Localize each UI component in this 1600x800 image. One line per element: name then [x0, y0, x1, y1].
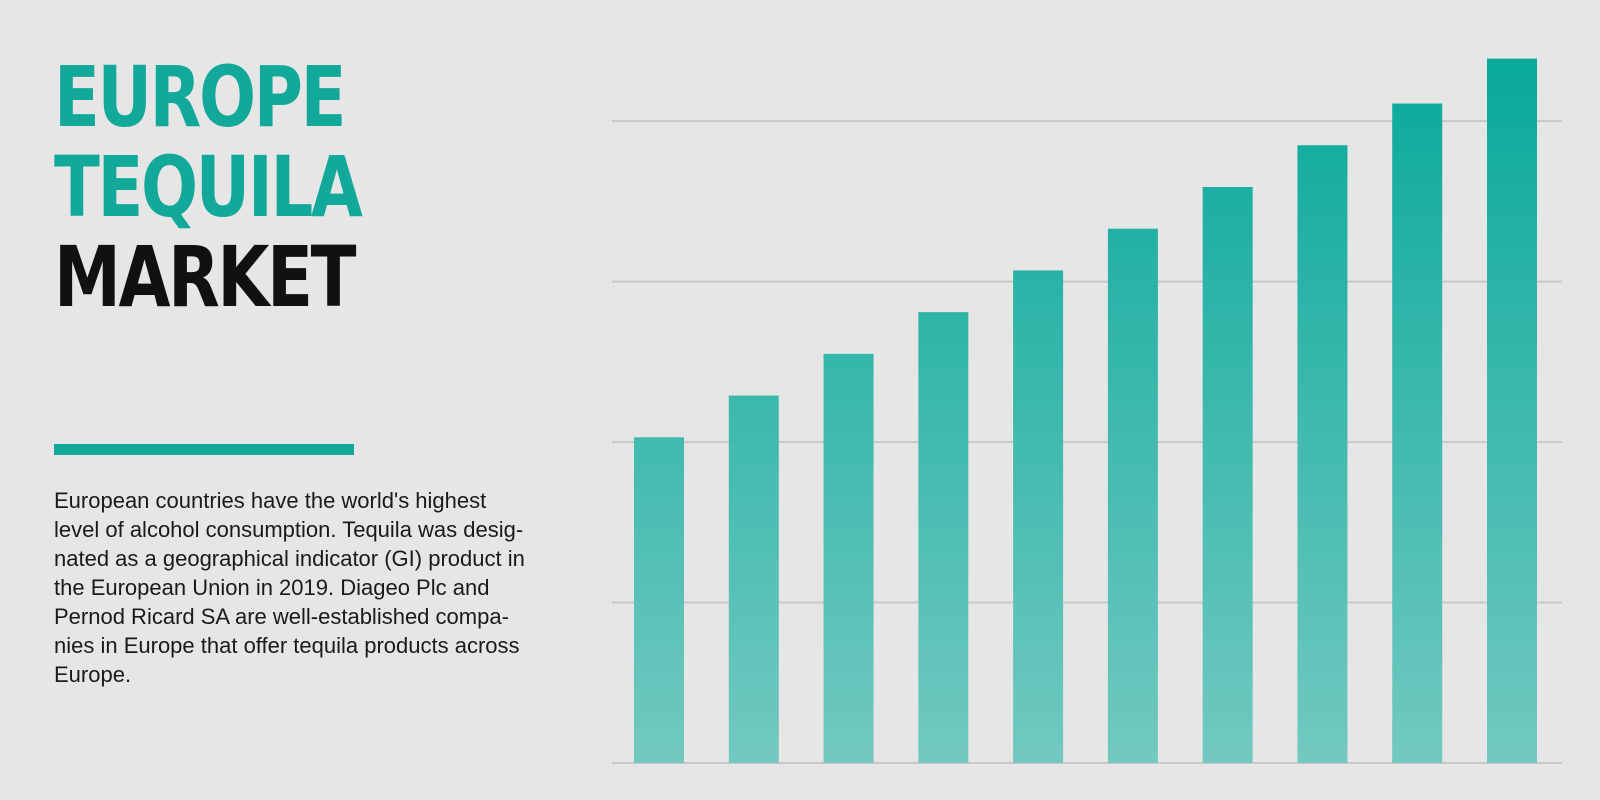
bar-5: [1013, 270, 1064, 763]
description-text: European countries have the world's high…: [54, 486, 584, 689]
bar-3: [823, 353, 874, 763]
bar-1: [634, 437, 684, 763]
title-line-europe: EUROPE: [54, 48, 347, 146]
bar-2: [728, 395, 779, 763]
bar-10: [1487, 58, 1537, 763]
bar-8: [1297, 145, 1348, 763]
title-line-tequila: TEQUILA: [54, 138, 363, 236]
bar-6: [1107, 228, 1158, 763]
page-title: EUROPE TEQUILA MARKET: [54, 48, 363, 326]
description-line: European countries have the world's high…: [54, 488, 487, 513]
bars: [634, 58, 1537, 764]
accent-divider: [54, 444, 354, 455]
description-line: the European Union in 2019. Diageo Plc a…: [54, 575, 490, 600]
title-line-market: MARKET: [54, 228, 356, 326]
bar-9: [1392, 103, 1443, 764]
description-line: Europe.: [54, 662, 132, 687]
bar-7: [1202, 186, 1253, 763]
description-line: nated as a geographical indicator (GI) p…: [54, 546, 525, 571]
description-line: Pernod Ricard SA are well-established co…: [54, 604, 509, 629]
bar-4: [918, 312, 969, 763]
description-line: nies in Europe that offer tequila produc…: [54, 633, 520, 658]
description-line: level of alcohol consumption. Tequila wa…: [54, 517, 524, 542]
